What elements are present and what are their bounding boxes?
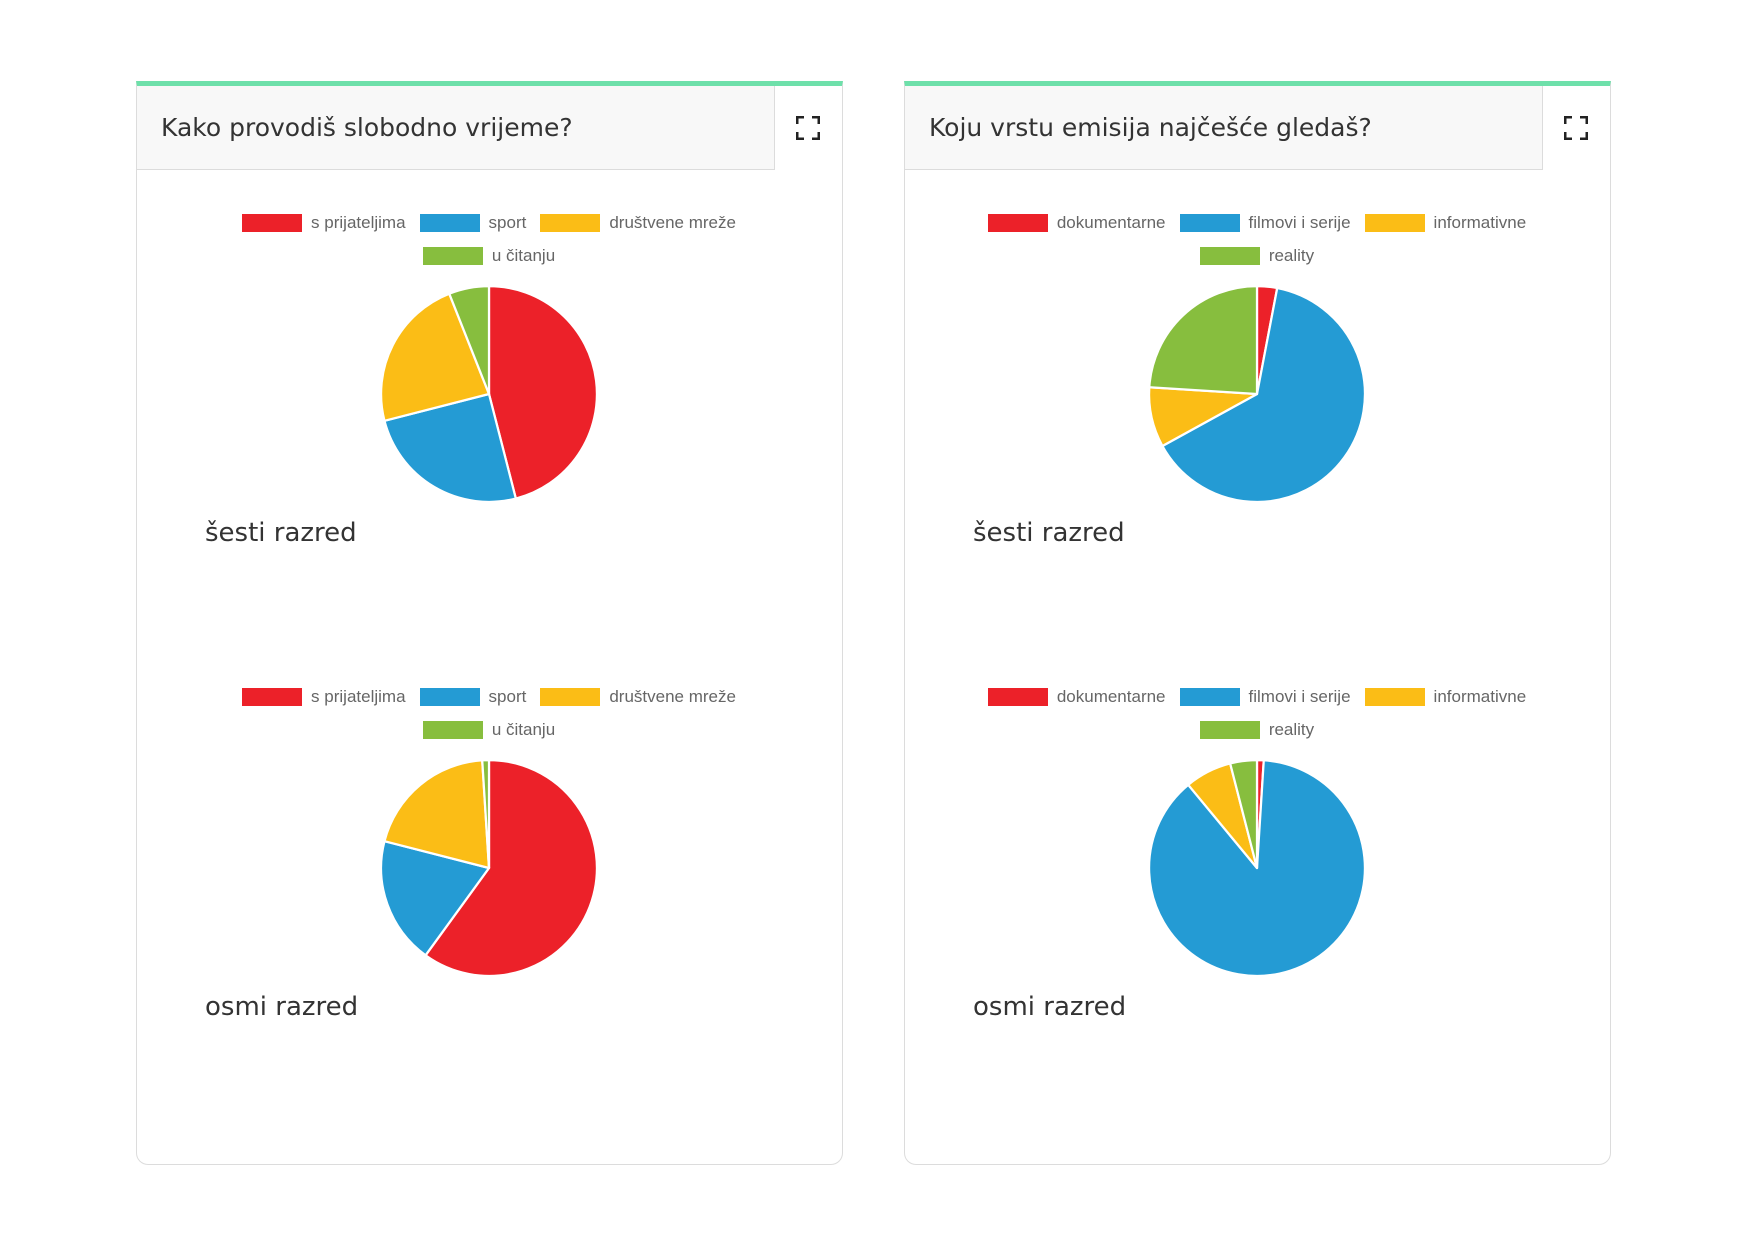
chart-legend: s prijateljima sport društvene mreže u č… xyxy=(137,206,841,272)
legend-swatch xyxy=(540,687,601,706)
legend-label: s prijateljima xyxy=(311,686,406,706)
pie-slice-u-čitanju[interactable] xyxy=(481,758,491,870)
legend-item[interactable]: dokumentarne xyxy=(987,686,1166,707)
card-header: Kako provodiš slobodno vrijeme? xyxy=(137,86,775,170)
legend-swatch xyxy=(1179,213,1240,232)
pie xyxy=(1147,284,1366,503)
pie-slice-društvene-mreže[interactable] xyxy=(379,292,491,422)
legend-item[interactable]: društvene mreže xyxy=(540,687,736,707)
legend-swatch xyxy=(1199,720,1260,739)
legend-item[interactable]: reality xyxy=(1199,245,1315,266)
legend-swatch xyxy=(242,213,303,232)
chart-legend: dokumentarne filmovi i serije informativ… xyxy=(905,206,1609,272)
chart-legend: dokumentarne filmovi i serije informativ… xyxy=(905,680,1609,746)
legend-label: filmovi i serije xyxy=(1248,686,1351,706)
pie xyxy=(379,284,599,504)
pie-slice-društvene-mreže[interactable] xyxy=(383,759,491,870)
pie-slice-s-prijateljima[interactable] xyxy=(424,758,598,978)
fullscreen-icon[interactable] xyxy=(1563,115,1589,141)
pie-slice-sport[interactable] xyxy=(383,392,517,504)
legend-item[interactable]: reality xyxy=(1199,719,1315,740)
legend-label: reality xyxy=(1268,719,1315,739)
legend-swatch xyxy=(1179,687,1240,706)
legend-item[interactable]: informativne xyxy=(1364,212,1527,233)
legend-item[interactable]: u čitanju xyxy=(422,245,556,266)
legend-item[interactable]: sport xyxy=(419,212,527,233)
legend-label: reality xyxy=(1268,245,1315,265)
card-header: Koju vrstu emisija najčešće gledaš? xyxy=(905,86,1543,170)
pie-slice-reality[interactable] xyxy=(1229,758,1259,870)
legend-item[interactable]: društvene mreže xyxy=(540,213,736,233)
fullscreen-icon[interactable] xyxy=(795,115,821,141)
legend-swatch xyxy=(1364,213,1425,232)
chart-card-tv-shows: Koju vrstu emisija najčešće gledaš? doku… xyxy=(904,81,1611,1165)
legend-label: s prijateljima xyxy=(311,212,406,232)
legend-swatch xyxy=(1364,687,1425,706)
legend-label: u čitanju xyxy=(491,245,556,265)
pie-slice-filmovi-i-serije[interactable] xyxy=(1161,286,1366,503)
pie-slice-reality[interactable] xyxy=(1148,284,1259,396)
legend-label: sport xyxy=(488,686,527,706)
legend-label: informativne xyxy=(1433,212,1527,232)
legend-item[interactable]: sport xyxy=(419,686,527,707)
pie xyxy=(1147,758,1367,977)
pie-slice-s-prijateljima[interactable] xyxy=(487,284,599,500)
chart-caption: osmi razred xyxy=(205,992,359,1022)
legend-label: dokumentarne xyxy=(1056,686,1166,706)
pie xyxy=(379,758,598,978)
legend-swatch xyxy=(1199,246,1260,265)
pie-chart-free-time-sixth-grade: s prijateljima sport društvene mreže u č… xyxy=(137,206,841,626)
chart-legend: s prijateljima sport društvene mreže u č… xyxy=(137,680,841,746)
pie-slice-u-čitanju[interactable] xyxy=(448,284,491,396)
legend-label: filmovi i serije xyxy=(1248,212,1351,232)
legend-swatch xyxy=(422,246,483,265)
legend-swatch xyxy=(242,687,303,706)
legend-label: društvene mreže xyxy=(609,686,736,706)
chart-caption: osmi razred xyxy=(973,992,1127,1022)
legend-label: dokumentarne xyxy=(1056,212,1166,232)
legend-item[interactable]: u čitanju xyxy=(422,719,556,740)
chart-card-free-time: Kako provodiš slobodno vrijeme? s prijat… xyxy=(136,81,843,1165)
card-title: Kako provodiš slobodno vrijeme? xyxy=(161,113,573,142)
pie-slice-sport[interactable] xyxy=(379,840,491,957)
legend-item[interactable]: filmovi i serije xyxy=(1179,686,1351,707)
legend-swatch xyxy=(419,213,480,232)
chart-caption: šesti razred xyxy=(205,518,357,548)
legend-label: sport xyxy=(488,212,527,232)
legend-swatch xyxy=(422,720,483,739)
legend-label: društvene mreže xyxy=(609,212,736,232)
legend-swatch xyxy=(540,213,601,232)
legend-label: informativne xyxy=(1433,686,1527,706)
pie-chart-tv-shows-sixth-grade: dokumentarne filmovi i serije informativ… xyxy=(905,206,1609,626)
legend-swatch xyxy=(419,687,480,706)
chart-caption: šesti razred xyxy=(973,518,1125,548)
legend-swatch xyxy=(987,687,1048,706)
legend-item[interactable]: s prijateljima xyxy=(242,212,406,233)
legend-label: u čitanju xyxy=(491,719,556,739)
legend-swatch xyxy=(987,213,1048,232)
legend-item[interactable]: filmovi i serije xyxy=(1179,212,1351,233)
card-title: Koju vrstu emisija najčešće gledaš? xyxy=(929,113,1372,142)
legend-item[interactable]: dokumentarne xyxy=(987,212,1166,233)
legend-item[interactable]: s prijateljima xyxy=(242,686,406,707)
pie-chart-tv-shows-eighth-grade: dokumentarne filmovi i serije informativ… xyxy=(905,680,1609,1100)
legend-item[interactable]: informativne xyxy=(1364,686,1527,707)
pie-chart-free-time-eighth-grade: s prijateljima sport društvene mreže u č… xyxy=(137,680,841,1100)
